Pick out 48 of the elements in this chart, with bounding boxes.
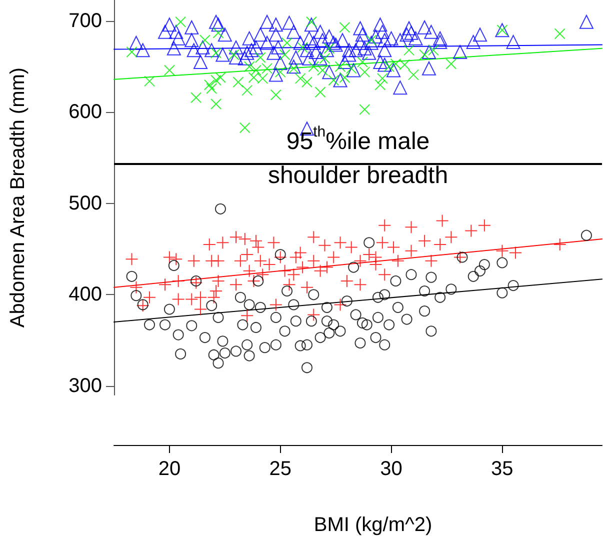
point bbox=[214, 72, 226, 84]
point bbox=[164, 64, 175, 76]
y-tick-label: 600 bbox=[68, 101, 102, 124]
point bbox=[390, 58, 402, 70]
point bbox=[254, 52, 266, 63]
point bbox=[446, 58, 457, 70]
point bbox=[232, 76, 244, 88]
point bbox=[242, 84, 253, 96]
y-tick-label: 400 bbox=[68, 284, 102, 306]
x-tick-label: 30 bbox=[380, 458, 402, 480]
point bbox=[314, 86, 326, 98]
point bbox=[126, 46, 138, 58]
point bbox=[262, 62, 273, 74]
point bbox=[374, 79, 386, 90]
point bbox=[301, 76, 312, 88]
point bbox=[328, 74, 340, 86]
point bbox=[308, 61, 320, 72]
point bbox=[190, 92, 202, 104]
point bbox=[248, 72, 260, 84]
point bbox=[257, 72, 268, 84]
x-tick-label: 35 bbox=[491, 458, 514, 480]
point bbox=[339, 22, 350, 33]
point bbox=[244, 61, 255, 72]
point bbox=[404, 44, 415, 56]
point bbox=[554, 28, 566, 40]
x-tick-label: 20 bbox=[158, 458, 181, 480]
y-axis-title: Abdomen Area Breadth (mm) bbox=[7, 67, 29, 328]
point bbox=[239, 122, 250, 134]
point bbox=[408, 69, 419, 80]
point bbox=[212, 27, 224, 38]
y-tick-label: 300 bbox=[68, 374, 102, 397]
point bbox=[294, 72, 306, 84]
x-tick-label: 25 bbox=[269, 458, 292, 480]
point bbox=[206, 82, 218, 94]
point bbox=[359, 104, 370, 115]
point bbox=[210, 98, 222, 110]
y-tick-label: 700 bbox=[68, 10, 102, 32]
point bbox=[270, 89, 282, 100]
point bbox=[250, 64, 262, 76]
point bbox=[210, 74, 222, 86]
x-axis-title: BMI (kg/m^2) bbox=[314, 514, 432, 536]
point bbox=[399, 59, 410, 70]
point bbox=[175, 16, 186, 28]
point bbox=[204, 79, 215, 90]
point bbox=[376, 72, 388, 84]
point bbox=[199, 34, 210, 46]
point bbox=[144, 76, 155, 87]
y-tick-label: 500 bbox=[68, 192, 102, 214]
